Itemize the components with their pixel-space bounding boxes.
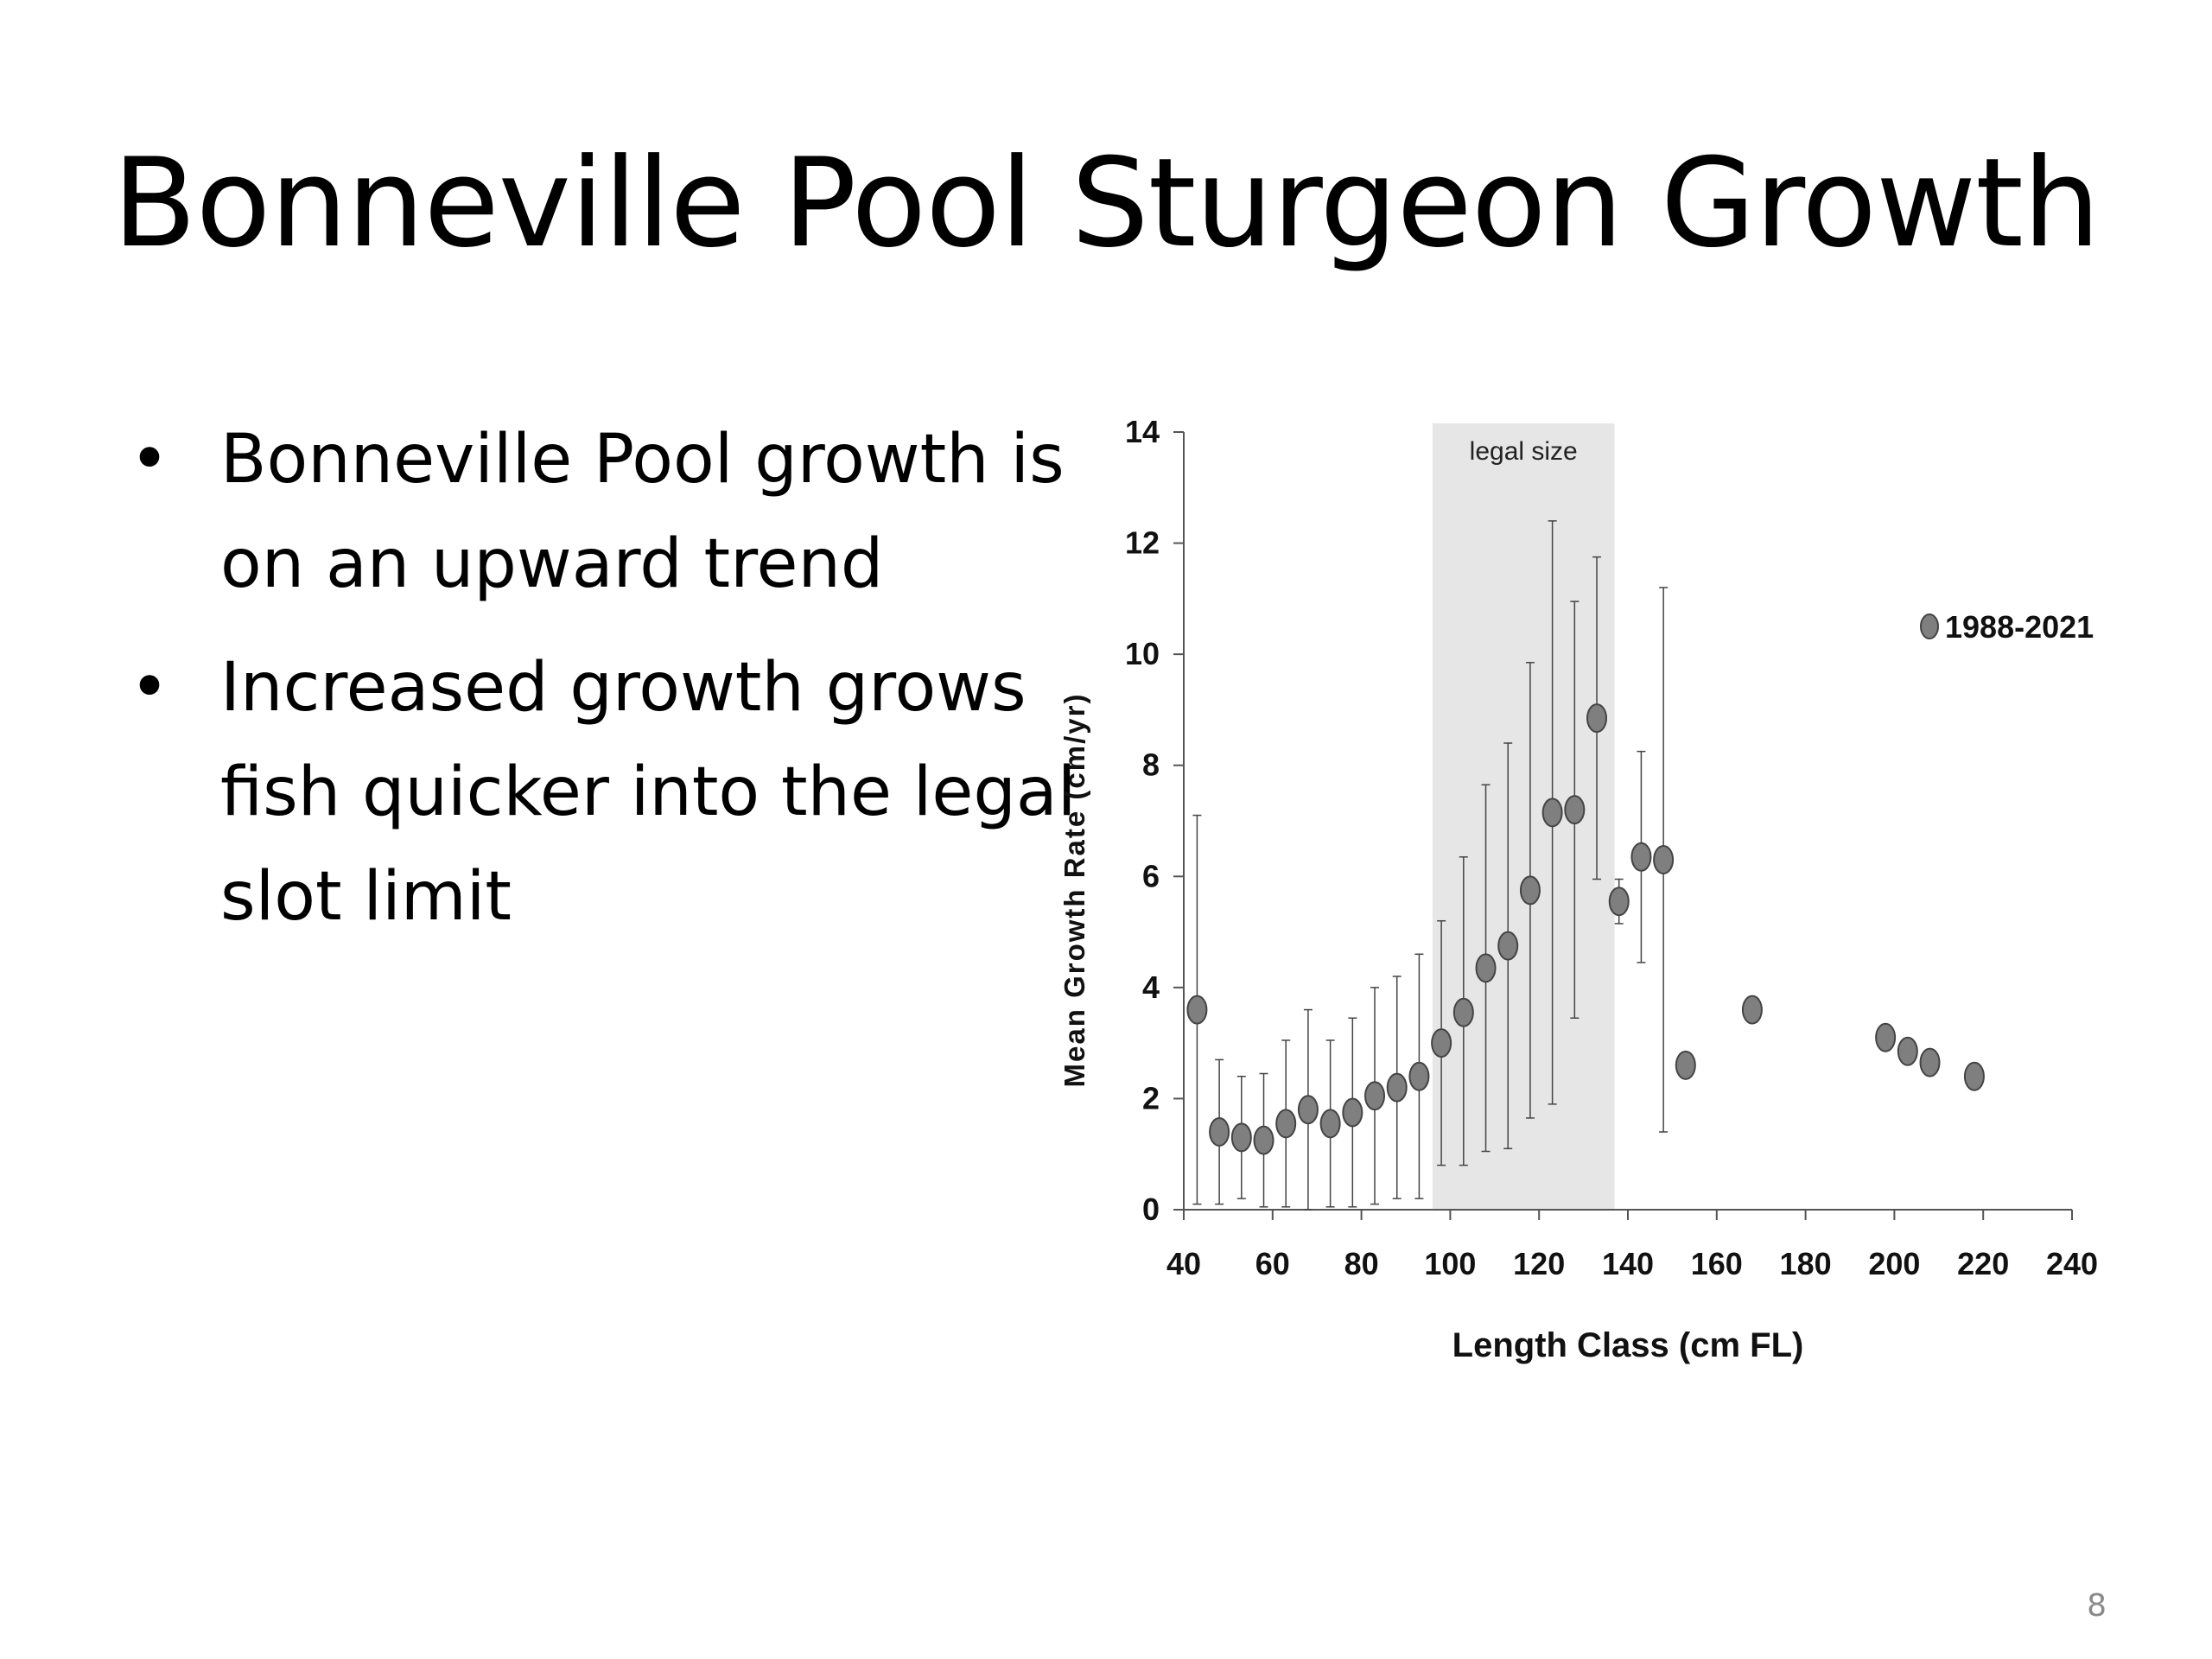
y-axis-title: Mean Growth Rate (cm/yr) [1058, 693, 1090, 1088]
x-tick-label: 60 [1255, 1246, 1290, 1281]
data-point [1408, 1061, 1430, 1091]
data-point [1319, 1109, 1341, 1139]
y-tick-label: 10 [1125, 636, 1160, 671]
x-tick-label: 80 [1344, 1246, 1379, 1281]
data-point [1364, 1081, 1386, 1111]
data-point [1342, 1097, 1363, 1128]
x-tick-label: 180 [1780, 1246, 1832, 1281]
bullet-marker: • [130, 649, 170, 727]
data-point [1586, 703, 1608, 734]
data-point [1497, 931, 1519, 961]
data-point [1919, 1047, 1941, 1077]
y-tick-label: 14 [1125, 414, 1160, 449]
data-point [1297, 1095, 1319, 1125]
y-tick-label: 6 [1142, 858, 1160, 893]
data-point [1741, 995, 1763, 1025]
y-tick-label: 8 [1142, 747, 1160, 783]
y-tick-label: 4 [1142, 969, 1160, 1005]
page-number: 8 [2087, 1588, 2107, 1624]
data-point [1630, 842, 1652, 872]
y-tick-label: 2 [1142, 1080, 1160, 1116]
data-point [1675, 1050, 1696, 1080]
data-point [1475, 953, 1497, 983]
y-tick-label: 12 [1125, 525, 1160, 561]
data-point [1897, 1036, 1918, 1066]
legend-marker [1920, 613, 1939, 639]
x-tick-label: 100 [1424, 1246, 1476, 1281]
x-tick-label: 160 [1691, 1246, 1743, 1281]
x-tick-label: 220 [1957, 1246, 2009, 1281]
data-point [1963, 1061, 1985, 1091]
data-point [1386, 1072, 1408, 1103]
data-point [1653, 845, 1675, 874]
x-tick-label: 40 [1166, 1246, 1201, 1281]
x-tick-label: 140 [1602, 1246, 1654, 1281]
bullet-marker: • [130, 421, 170, 499]
x-axis-title: Length Class (cm FL) [1452, 1326, 1804, 1364]
data-point [1209, 1117, 1230, 1147]
legal-size-region [1432, 423, 1615, 1210]
bullet-text: Bonneville Pool growth is on an upward t… [220, 421, 1065, 603]
x-tick-label: 200 [1868, 1246, 1920, 1281]
x-tick-label: 240 [2046, 1246, 2098, 1281]
data-point [1253, 1125, 1274, 1155]
data-point [1608, 887, 1630, 917]
data-point [1230, 1122, 1252, 1153]
growth-chart: legal size 0 2 4 6 8 10 12 14 40 60 80 100 120 140 160 1… [1058, 414, 2098, 1364]
bullet-item: • Increased growth grows fish quicker in… [130, 636, 1080, 950]
data-point [1431, 1028, 1452, 1058]
legal-size-label: legal size [1470, 437, 1578, 466]
data-point [1275, 1109, 1297, 1139]
x-tick-label: 120 [1513, 1246, 1565, 1281]
slide-title: Bonneville Pool Sturgeon Growth [112, 132, 2101, 275]
data-point [1541, 798, 1563, 828]
data-point [1564, 795, 1586, 825]
data-point [1186, 995, 1208, 1025]
bullet-item: • Bonneville Pool growth is on an upward… [130, 408, 1080, 617]
bullet-text: Increased growth grows fish quicker into… [220, 649, 1077, 936]
data-point [1875, 1022, 1897, 1052]
data-point [1519, 875, 1541, 906]
legend-label: 1988-2021 [1945, 609, 2094, 645]
bullet-list: • Bonneville Pool growth is on an upward… [130, 408, 1080, 969]
y-tick-label: 0 [1142, 1192, 1160, 1227]
data-point [1452, 997, 1474, 1027]
